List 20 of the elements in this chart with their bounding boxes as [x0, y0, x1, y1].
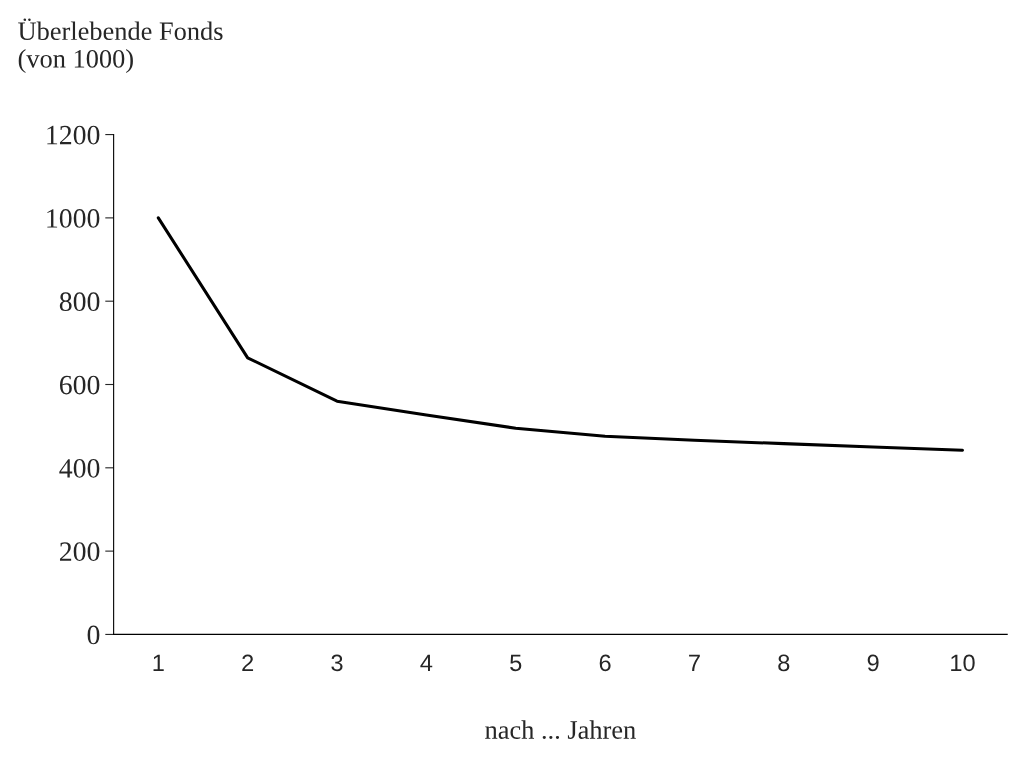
x-axis-title: nach ... Jahren: [485, 720, 636, 740]
y-tick-label: 1200: [47, 125, 100, 145]
x-tick-label: 10: [951, 654, 975, 672]
y-tick-label: 0: [87, 625, 100, 645]
x-tick-label: 7: [689, 654, 700, 671]
y-tick-label: 1000: [47, 209, 100, 228]
x-tick-label: 9: [867, 654, 879, 672]
x-tick-label: 5: [510, 654, 522, 672]
x-tick-label: 2: [242, 654, 254, 671]
x-tick-label: 8: [778, 654, 790, 672]
y-tick-label: 200: [59, 542, 100, 562]
line-series: [156, 216, 965, 452]
x-tick-label: 4: [420, 654, 433, 671]
y-axis-title: Überlebende Fonds (von 1000): [18, 18, 223, 74]
x-tick-label: 6: [599, 654, 611, 672]
y-tick-label: 400: [59, 458, 100, 478]
x-tick-label: 3: [331, 654, 343, 672]
y-tick-label: 800: [59, 292, 100, 312]
x-tick-label: 1: [153, 654, 164, 671]
y-tick-label: 600: [59, 375, 100, 395]
